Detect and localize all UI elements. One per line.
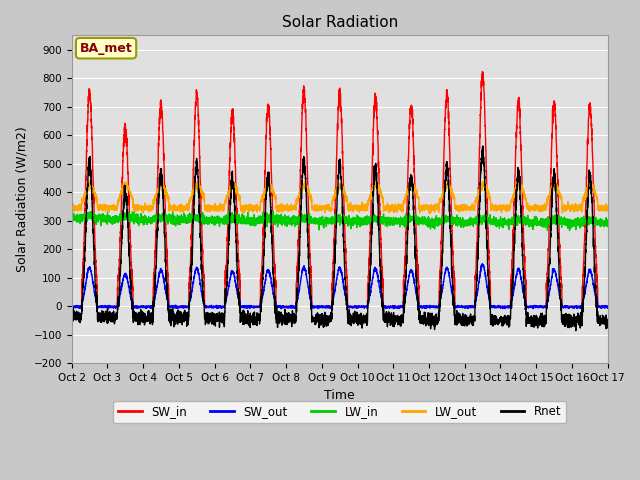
SW_out [604,303,612,309]
LW_in [430,218,438,224]
LW_in [269,208,277,214]
Rnet [479,143,486,149]
SW_in [604,303,611,309]
LW_out [460,205,468,211]
LW_in [460,221,468,227]
LW_in [68,218,76,224]
Rnet [319,315,327,321]
LW_out [68,206,76,212]
LW_in [566,228,573,233]
Rnet [164,299,172,304]
Title: Solar Radiation: Solar Radiation [282,15,398,30]
Rnet [430,320,438,325]
LW_in [604,221,612,227]
SW_out [430,304,438,310]
SW_in [460,303,467,309]
SW_in [479,69,486,74]
SW_in [604,303,612,309]
Line: SW_out: SW_out [72,264,608,309]
LW_out [426,211,434,216]
Rnet [68,314,76,320]
SW_in [490,303,498,309]
LW_out [430,203,438,209]
SW_out [328,306,335,312]
LW_out [164,196,172,202]
SW_out [460,304,468,310]
LW_out [604,207,612,213]
Rnet [604,323,611,328]
Text: BA_met: BA_met [80,42,132,55]
LW_in [164,217,172,223]
LW_out [604,203,611,208]
LW_out [490,203,498,209]
SW_out [319,304,327,310]
SW_out [478,261,486,267]
LW_in [320,217,328,223]
SW_in [68,303,76,309]
LW_in [604,223,611,228]
Rnet [572,328,580,334]
SW_in [430,303,438,309]
Rnet [490,317,498,323]
SW_out [164,297,172,303]
X-axis label: Time: Time [324,389,355,402]
LW_out [265,178,273,184]
SW_out [490,305,498,311]
SW_out [68,304,76,310]
Line: LW_in: LW_in [72,211,608,230]
SW_in [319,303,327,309]
LW_in [490,220,498,226]
Rnet [604,317,612,323]
Rnet [460,318,467,324]
Line: SW_in: SW_in [72,72,608,306]
LW_out [320,204,328,210]
Line: Rnet: Rnet [72,146,608,331]
Legend: SW_in, SW_out, LW_in, LW_out, Rnet: SW_in, SW_out, LW_in, LW_out, Rnet [113,401,566,423]
SW_in [164,270,172,276]
Y-axis label: Solar Radiation (W/m2): Solar Radiation (W/m2) [15,127,28,272]
SW_out [604,303,611,309]
Line: LW_out: LW_out [72,181,608,214]
